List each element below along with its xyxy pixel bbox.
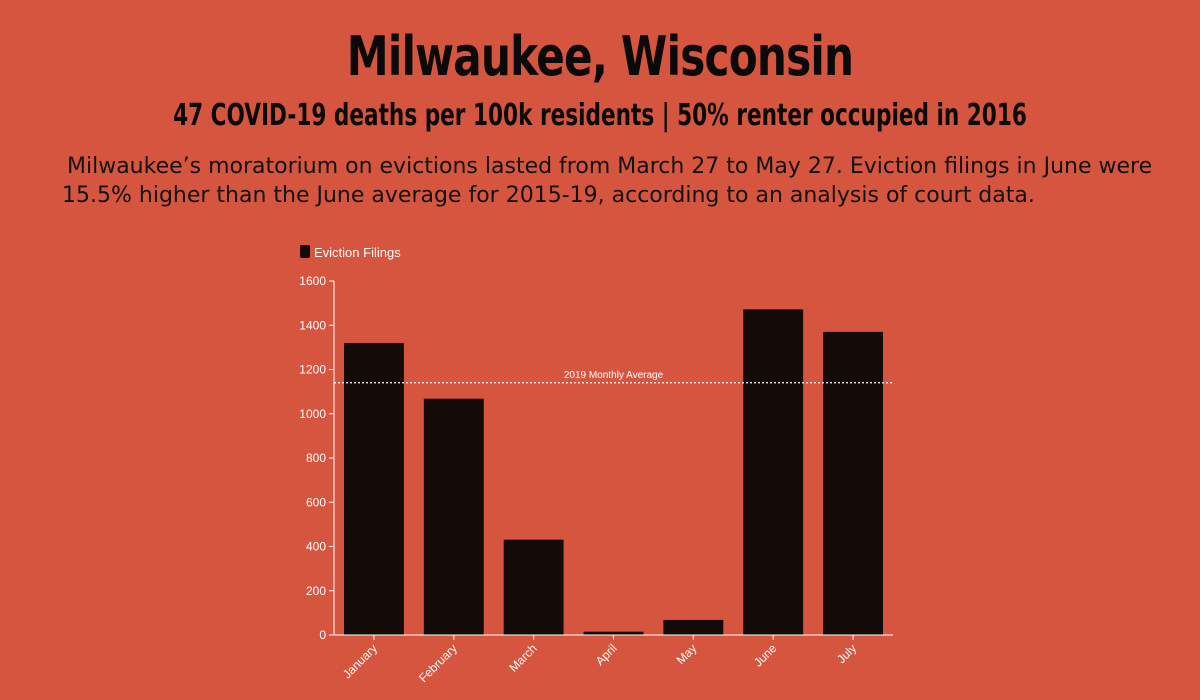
bar-april [583, 631, 644, 635]
y-tick-label: 1400 [299, 318, 326, 332]
chart-legend: Eviction Filings [300, 245, 401, 260]
y-tick-label: 1200 [299, 363, 326, 377]
page-subtitle: 47 COVID-19 deaths per 100k residents | … [173, 98, 1027, 133]
y-tick-label: 200 [306, 584, 326, 598]
reference-line-group: 2019 Monthly Average [334, 370, 893, 384]
y-tick-label: 600 [306, 495, 326, 509]
y-tick-label: 0 [319, 628, 326, 642]
bar-march [503, 539, 564, 635]
y-tick-label: 800 [306, 451, 326, 465]
bar-february [423, 398, 484, 635]
x-tick-label: May [674, 641, 700, 667]
x-tick-label: July [834, 641, 859, 666]
chart-description: Milwaukee’s moratorium on evictions last… [62, 154, 1153, 208]
y-tick-label: 1000 [299, 407, 326, 421]
bar-january [343, 342, 404, 635]
legend-label: Eviction Filings [314, 245, 401, 260]
x-tick-label: January [340, 641, 380, 681]
reference-line-label: 2019 Monthly Average [564, 370, 664, 381]
bar-june [743, 309, 804, 635]
legend-swatch [300, 245, 310, 258]
x-tick-label: March [506, 641, 539, 674]
x-tick-label: June [751, 641, 780, 670]
bar-july [823, 331, 884, 635]
bar-may [663, 619, 724, 635]
x-tick-label: April [593, 641, 620, 668]
y-tick-label: 400 [306, 540, 326, 554]
y-tick-label: 1600 [299, 274, 326, 288]
bars-group [343, 309, 884, 635]
y-axis: 0 200 400 600 800 1000 1200 1400 1600 [299, 274, 335, 642]
x-tick-label: February [416, 641, 460, 685]
x-axis: January February March April May June July [334, 634, 893, 685]
page-title: Milwaukee, Wisconsin [346, 25, 854, 88]
